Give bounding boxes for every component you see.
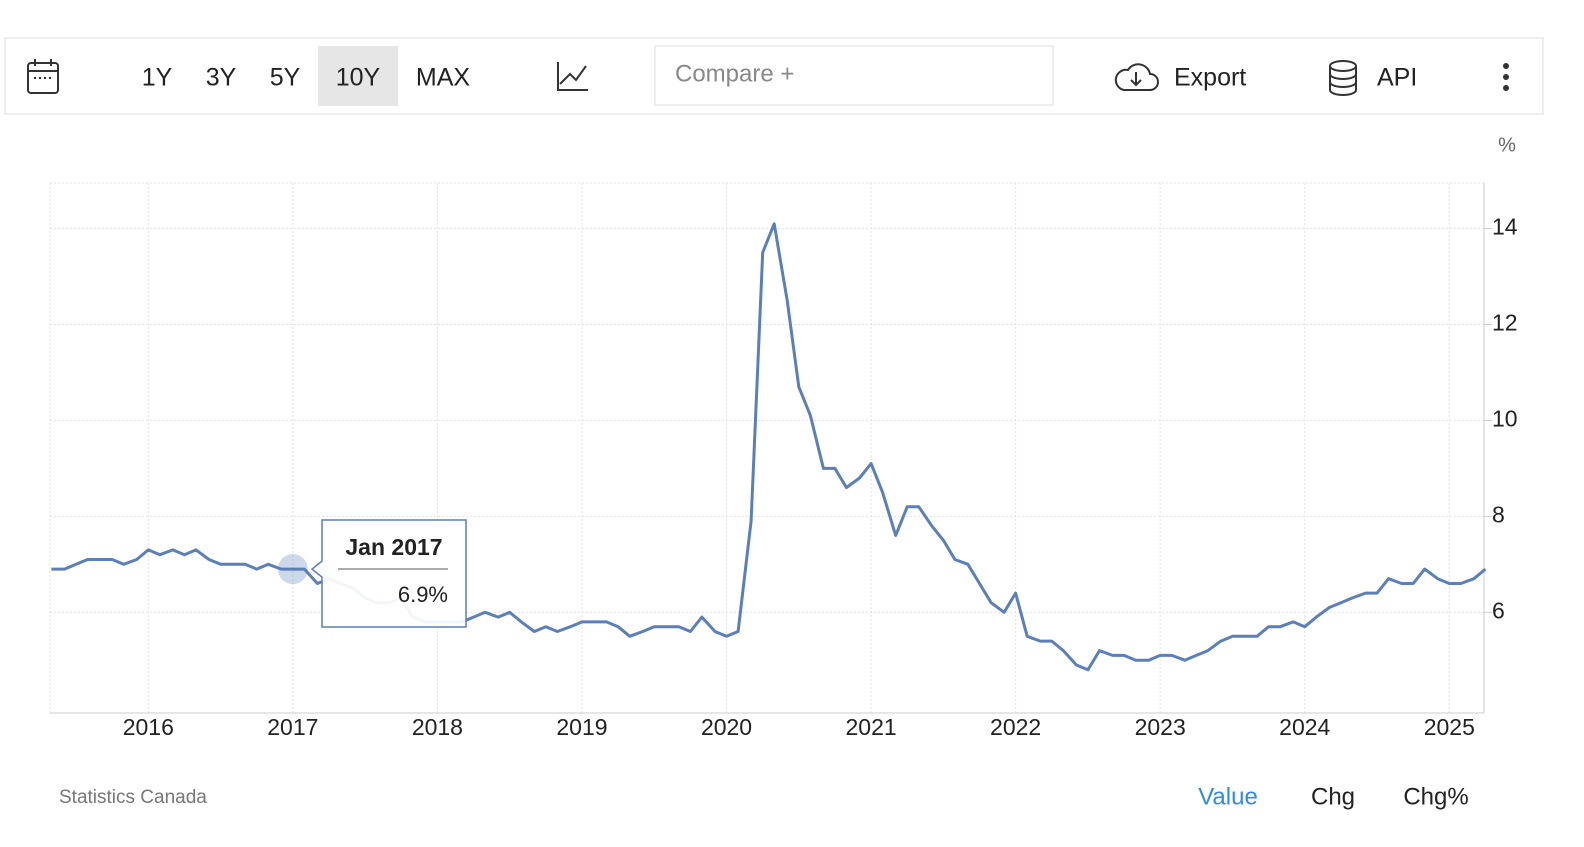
api-button[interactable]: API — [1377, 64, 1417, 92]
y-tick-label: 12 — [1492, 310, 1518, 336]
tooltip-box — [310, 519, 467, 628]
x-tick-label: 2021 — [845, 714, 896, 740]
tooltip-value: 6.9% — [398, 582, 448, 607]
x-tick-label: 2023 — [1135, 714, 1186, 740]
y-tick-label: 14 — [1492, 214, 1518, 240]
active-range-bg — [318, 46, 398, 106]
api-icon[interactable] — [1329, 60, 1357, 96]
range-button[interactable]: MAX — [416, 64, 471, 92]
chart-type-icon[interactable] — [557, 62, 588, 91]
export-icon[interactable] — [1114, 63, 1159, 91]
unit-label: % — [1498, 134, 1516, 156]
mode-button[interactable]: Chg% — [1403, 783, 1468, 810]
range-button[interactable]: 1Y — [142, 64, 173, 92]
mode-button[interactable]: Value — [1198, 783, 1258, 810]
x-tick-label: 2017 — [267, 714, 318, 740]
y-tick-label: 10 — [1492, 405, 1518, 431]
tooltip-title: Jan 2017 — [345, 534, 442, 560]
calendar-icon[interactable] — [27, 59, 59, 94]
range-button[interactable]: 10Y — [336, 64, 381, 92]
more-menu[interactable] — [1503, 63, 1509, 91]
y-tick-label: 8 — [1492, 501, 1505, 527]
mode-button[interactable]: Chg — [1311, 783, 1355, 810]
x-tick-label: 2018 — [412, 714, 463, 740]
y-tick-label: 6 — [1492, 597, 1505, 623]
x-tick-label: 2016 — [123, 714, 174, 740]
range-button[interactable]: 3Y — [206, 64, 237, 92]
export-button[interactable]: Export — [1174, 64, 1246, 92]
compare-input[interactable] — [654, 45, 1054, 106]
compare-placeholder: Compare + — [675, 60, 794, 87]
hover-point — [277, 554, 308, 585]
x-tick-label: 2024 — [1279, 714, 1330, 740]
range-button[interactable]: 5Y — [270, 64, 301, 92]
data-line — [51, 222, 1487, 672]
source: Statistics Canada — [59, 787, 207, 808]
x-tick-label: 2022 — [990, 714, 1041, 740]
x-tick-label: 2019 — [556, 714, 607, 740]
x-tick-label: 2025 — [1424, 714, 1475, 740]
x-tick-label: 2020 — [701, 714, 752, 740]
